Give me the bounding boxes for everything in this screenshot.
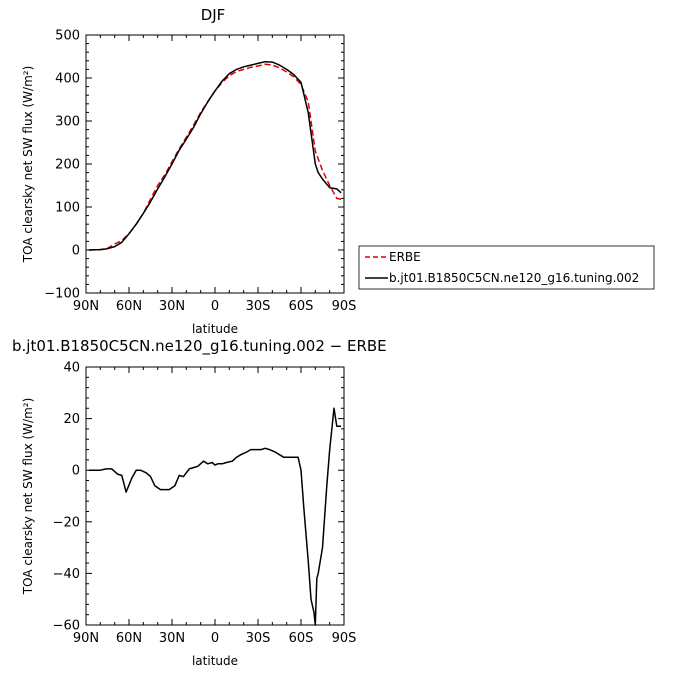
top-x-axis-label: latitude	[192, 322, 238, 336]
top-plot-frame	[85, 34, 345, 294]
y-tick-label: 20	[63, 412, 80, 427]
x-tick-label: 30S	[246, 299, 271, 314]
bottom-axis-ticks: 90N 60N 30N 0 30S 60S 90S −60 −40 −20 0 20 40	[53, 361, 357, 647]
bottom-plot-frame	[85, 366, 345, 626]
y-tick-label: 200	[55, 158, 80, 173]
bottom-x-axis-label: latitude	[192, 654, 238, 668]
x-tick-label: 90N	[73, 299, 99, 314]
top-y-axis-label: TOA clearsky net SW flux (W/m²)	[21, 66, 35, 264]
x-tick-label: 90N	[73, 631, 99, 646]
y-tick-label: −20	[53, 515, 80, 530]
top-chart-title: DJF	[201, 6, 226, 24]
x-tick-label: 60N	[116, 631, 142, 646]
y-tick-label: 300	[55, 115, 80, 130]
x-tick-label: 30S	[246, 631, 271, 646]
x-tick-label: 60S	[289, 299, 314, 314]
top-panel: DJF TOA clearsky net SW flux (W/m²) lati…	[21, 6, 356, 336]
x-tick-label: 60S	[289, 631, 314, 646]
x-tick-label: 30N	[159, 299, 185, 314]
bottom-chart-title: b.jt01.B1850C5CN.ne120_g16.tuning.002 − …	[12, 337, 387, 356]
x-tick-label: 90S	[332, 631, 357, 646]
x-tick-label: 30N	[159, 631, 185, 646]
bottom-panel: b.jt01.B1850C5CN.ne120_g16.tuning.002 − …	[12, 337, 387, 668]
legend-label-model: b.jt01.B1850C5CN.ne120_g16.tuning.002	[389, 271, 639, 285]
y-tick-label: 400	[55, 72, 80, 87]
bottom-series-lines	[88, 407, 342, 626]
y-tick-label: 0	[72, 464, 80, 479]
legend-label-erbe: ERBE	[389, 250, 421, 264]
legend: ERBE b.jt01.B1850C5CN.ne120_g16.tuning.0…	[358, 245, 655, 290]
y-tick-label: 40	[63, 361, 80, 376]
bottom-y-axis-label: TOA clearsky net SW flux (W/m²)	[21, 398, 35, 596]
x-tick-label: 0	[211, 299, 219, 314]
x-tick-label: 60N	[116, 299, 142, 314]
y-tick-label: 100	[55, 201, 80, 216]
b-jt01-b1850c5cn-ne120-g16-tuning-002-series-line	[88, 60, 342, 251]
y-tick-label: 0	[72, 244, 80, 259]
y-tick-label: −40	[53, 567, 80, 582]
y-tick-label: −100	[44, 287, 80, 302]
top-axis-ticks: 90N 60N 30N 0 30S 60S 90S −100 0 100 200 300 400 500	[44, 29, 356, 315]
top-series-lines	[88, 60, 342, 251]
y-tick-label: −60	[53, 619, 80, 634]
legend-box	[358, 245, 655, 290]
y-tick-label: 500	[55, 29, 80, 44]
x-tick-label: 0	[211, 631, 219, 646]
difference-series-line	[88, 407, 342, 626]
x-tick-label: 90S	[332, 299, 357, 314]
